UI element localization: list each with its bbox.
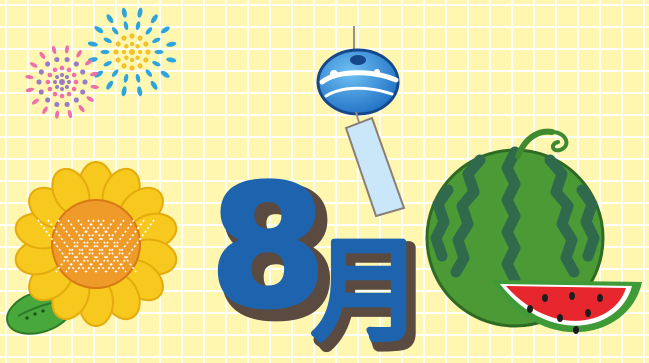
month-label: 8 8 月 月 <box>208 147 434 363</box>
month-number: 8 <box>210 149 327 345</box>
sunflower-icon <box>6 161 178 335</box>
month-kanji: 月 <box>311 227 423 357</box>
firework-pink-icon <box>25 45 99 119</box>
watermelon-slice-icon <box>492 280 642 334</box>
month-kanji-shadow: 月 <box>317 233 429 363</box>
fireworks-icon <box>25 7 177 119</box>
wind-chime-icon <box>316 26 406 218</box>
month-number-shadow: 8 <box>218 157 335 353</box>
firework-blue-icon <box>87 7 177 97</box>
